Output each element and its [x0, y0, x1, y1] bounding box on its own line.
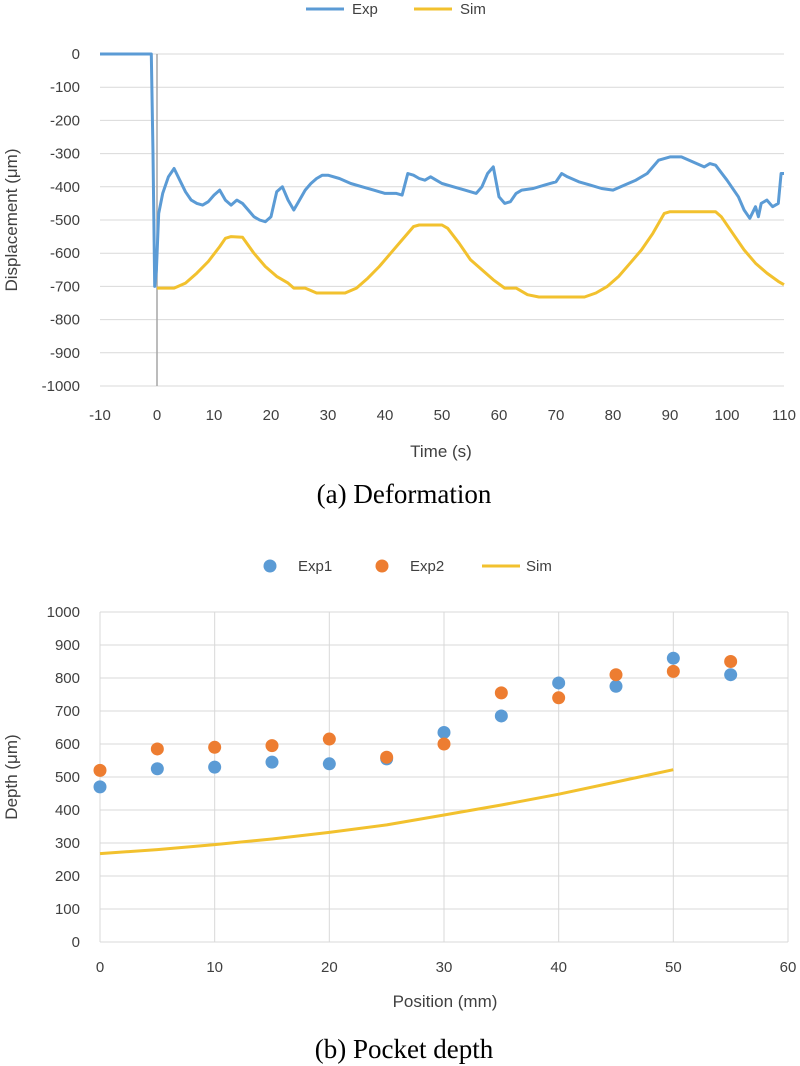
chart-b-caption: (b) Pocket depth — [315, 1034, 494, 1064]
chart-a-x-tick-8: 70 — [548, 407, 565, 424]
series-line-sim-b — [99, 768, 674, 856]
chart-b-y-tick-1: 100 — [55, 901, 80, 918]
legend-a-sim-label: Sim — [460, 1, 486, 18]
point-exp2-3 — [265, 739, 279, 753]
chart-a-y-axis-title: Displacement (μm) — [2, 149, 21, 292]
point-exp1-3 — [265, 755, 279, 769]
chart-a-x-tick-11: 100 — [714, 407, 739, 424]
chart-b-y-tick-2: 200 — [55, 868, 80, 885]
point-exp1-11 — [724, 668, 738, 682]
chart-a-x-tick-10: 90 — [662, 407, 679, 424]
series-line-sim-a — [157, 210, 785, 299]
chart-b-x-tick-4: 40 — [550, 959, 567, 976]
point-exp1-8 — [552, 676, 566, 690]
point-exp2-0 — [93, 763, 107, 777]
legend-b-exp2-label: Exp2 — [410, 558, 444, 575]
chart-b-y-tick-6: 600 — [55, 736, 80, 753]
point-exp1-0 — [93, 780, 107, 794]
chart-a-y-tick-labels: 0 -100 -200 -300 -400 -500 -600 -700 -800 -900 -10… — [42, 46, 80, 395]
chart-a-x-tick-7: 60 — [491, 407, 508, 424]
chart-b-y-tick-7: 700 — [55, 703, 80, 720]
chart-a-y-tick-2: -200 — [50, 112, 80, 129]
series-line-exp — [100, 52, 784, 288]
chart-a-y-tick-1: -100 — [50, 79, 80, 96]
chart-b-x-tick-1: 10 — [206, 959, 223, 976]
chart-b-x-tick-0: 0 — [96, 959, 104, 976]
chart-a-y-tick-10: -1000 — [42, 378, 80, 395]
chart-b-y-tick-3: 300 — [55, 835, 80, 852]
chart-a-x-axis-title: Time (s) — [410, 442, 472, 461]
chart-a-y-tick-7: -700 — [50, 278, 80, 295]
chart-deformation: Exp Sim 0-100-200-300-400-500-600-700-80… — [2, 1, 796, 509]
legend-b-exp1-swatch — [263, 559, 277, 573]
point-exp1-1 — [150, 762, 164, 776]
series-points-exp2 — [93, 655, 738, 777]
point-exp2-7 — [494, 686, 508, 700]
legend-a-exp-label: Exp — [352, 1, 378, 18]
chart-a-x-tick-2: 10 — [206, 407, 223, 424]
chart-a-caption: (a) Deformation — [317, 479, 492, 509]
chart-b-y-tick-8: 800 — [55, 670, 80, 687]
chart-b-y-tick-9: 900 — [55, 637, 80, 654]
chart-a-legend: Exp Sim — [306, 1, 486, 18]
chart-a-gridlines — [100, 53, 784, 387]
chart-a-x-tick-labels: -10 0 10 20 30 40 50 60 70 80 90 100 110 — [89, 407, 796, 424]
chart-b-y-tick-0: 0 — [72, 934, 80, 951]
point-exp1-10 — [666, 651, 680, 665]
chart-a-x-tick-4: 30 — [320, 407, 337, 424]
chart-a-y-tick-6: -600 — [50, 245, 80, 262]
legend-b-exp2-swatch — [375, 559, 389, 573]
chart-a-x-tick-12: 110 — [772, 407, 796, 424]
chart-b-y-tick-5: 500 — [55, 769, 80, 786]
chart-b-y-tick-labels: 0 100 200 300 400 500 600 700 800 900 1000 — [47, 604, 80, 951]
point-exp1-6 — [437, 725, 451, 739]
point-exp2-10 — [666, 664, 680, 678]
chart-b-gridlines — [99, 611, 789, 943]
chart-a-x-tick-6: 50 — [434, 407, 451, 424]
chart-a-x-tick-9: 80 — [605, 407, 622, 424]
point-exp2-4 — [322, 732, 336, 746]
chart-b-x-tick-2: 20 — [321, 959, 338, 976]
point-exp2-11 — [724, 655, 738, 668]
point-exp2-2 — [208, 740, 222, 754]
chart-a-y-tick-5: -500 — [50, 212, 80, 229]
point-exp1-2 — [208, 760, 222, 774]
chart-a-y-tick-8: -800 — [50, 312, 80, 329]
point-exp1-9 — [609, 679, 623, 693]
chart-b-y-tick-4: 400 — [55, 802, 80, 819]
chart-a-x-tick-3: 20 — [263, 407, 280, 424]
chart-a-y-tick-0: 0 — [72, 46, 80, 63]
chart-b-x-tick-6: 60 — [780, 959, 797, 976]
point-exp2-1 — [150, 742, 164, 756]
chart-a-y-tick-9: -900 — [50, 345, 80, 362]
chart-b-y-axis-title: Depth (μm) — [2, 734, 21, 819]
point-exp1-7 — [494, 709, 508, 723]
chart-b-legend: Exp1 Exp2 Sim — [263, 558, 552, 575]
point-exp2-8 — [552, 691, 566, 705]
chart-b-y-tick-10: 1000 — [47, 604, 80, 621]
point-exp2-6 — [437, 737, 451, 751]
chart-b-x-tick-5: 50 — [665, 959, 682, 976]
chart-a-x-tick-0: -10 — [89, 407, 111, 424]
legend-b-exp1-label: Exp1 — [298, 558, 332, 575]
chart-a-x-tick-1: 0 — [153, 407, 161, 424]
chart-pocket-depth: Exp1 Exp2 Sim 01002003004005006007008009… — [2, 558, 796, 1064]
chart-b-x-tick-3: 30 — [436, 959, 453, 976]
legend-b-sim-label: Sim — [526, 558, 552, 575]
series-points-exp1 — [93, 651, 738, 794]
point-exp1-4 — [322, 757, 336, 771]
point-exp2-9 — [609, 668, 623, 682]
chart-b-x-tick-labels: 0 10 20 30 40 50 60 — [96, 959, 797, 976]
chart-a-y-tick-4: -400 — [50, 179, 80, 196]
chart-a-y-tick-3: -300 — [50, 146, 80, 163]
chart-a-x-tick-5: 40 — [377, 407, 394, 424]
chart-b-x-axis-title: Position (mm) — [393, 992, 498, 1011]
point-exp2-5 — [380, 750, 394, 764]
